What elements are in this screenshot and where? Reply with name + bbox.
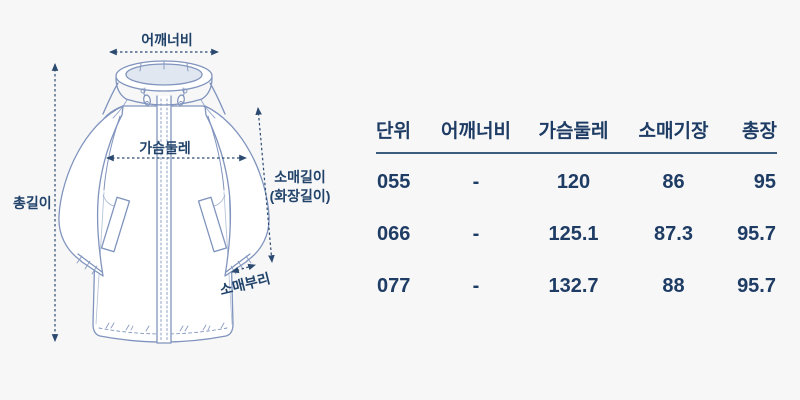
sleeve-length-arrow: [255, 107, 275, 263]
sleeve-length-label: 소매길이 (화장길이): [270, 168, 331, 206]
sleeve-length-line2: (화장길이): [269, 188, 331, 204]
table-cell-size: 066: [377, 223, 411, 245]
table-cell-size: 055: [377, 171, 411, 193]
table-cell: 86: [662, 171, 685, 193]
size-table: 단위 어깨너비 가슴둘레 소매기장 총장 055 - 120 86 95 066…: [376, 117, 777, 310]
header-chest: 가슴둘레: [521, 117, 626, 154]
table-cell: 88: [662, 275, 685, 297]
table-cell: -: [472, 223, 480, 245]
table-cell: 87.3: [654, 223, 693, 245]
table-row: 077 - 132.7 88 95.7: [376, 258, 777, 310]
coat-measurement-diagram: 어깨너비 가슴둘레 총길이 소매길이 (화장길이) 소매부리: [0, 0, 360, 400]
coat-line-art: [51, 48, 275, 344]
table-cell: 95.7: [737, 275, 776, 297]
shoulder-width-label: 어깨너비: [141, 32, 193, 48]
sleeve-cuff-arrow: [231, 263, 256, 274]
table-cell: 120: [556, 171, 591, 193]
table-cell-size: 077: [377, 275, 411, 297]
table-cell: 95.7: [737, 223, 776, 245]
header-sleeve-length: 소매기장: [626, 117, 721, 154]
header-shoulder-width: 어깨너비: [431, 117, 521, 154]
table-cell: -: [472, 171, 480, 193]
table-cell: 132.7: [548, 275, 599, 297]
header-total-length: 총장: [721, 117, 777, 154]
table-cell: -: [472, 275, 480, 297]
header-unit: 단위: [376, 117, 431, 154]
chest-circumference-label: 가슴둘레: [139, 140, 191, 156]
sleeve-length-line1: 소매길이: [274, 169, 326, 185]
table-header-row: 단위 어깨너비 가슴둘레 소매기장 총장: [376, 117, 777, 154]
table-row: 066 - 125.1 87.3 95.7: [376, 206, 777, 258]
table-cell: 95: [753, 171, 776, 193]
table-cell: 125.1: [548, 223, 599, 245]
total-length-label: 총길이: [13, 195, 52, 211]
table-row: 055 - 120 86 95: [376, 153, 777, 206]
